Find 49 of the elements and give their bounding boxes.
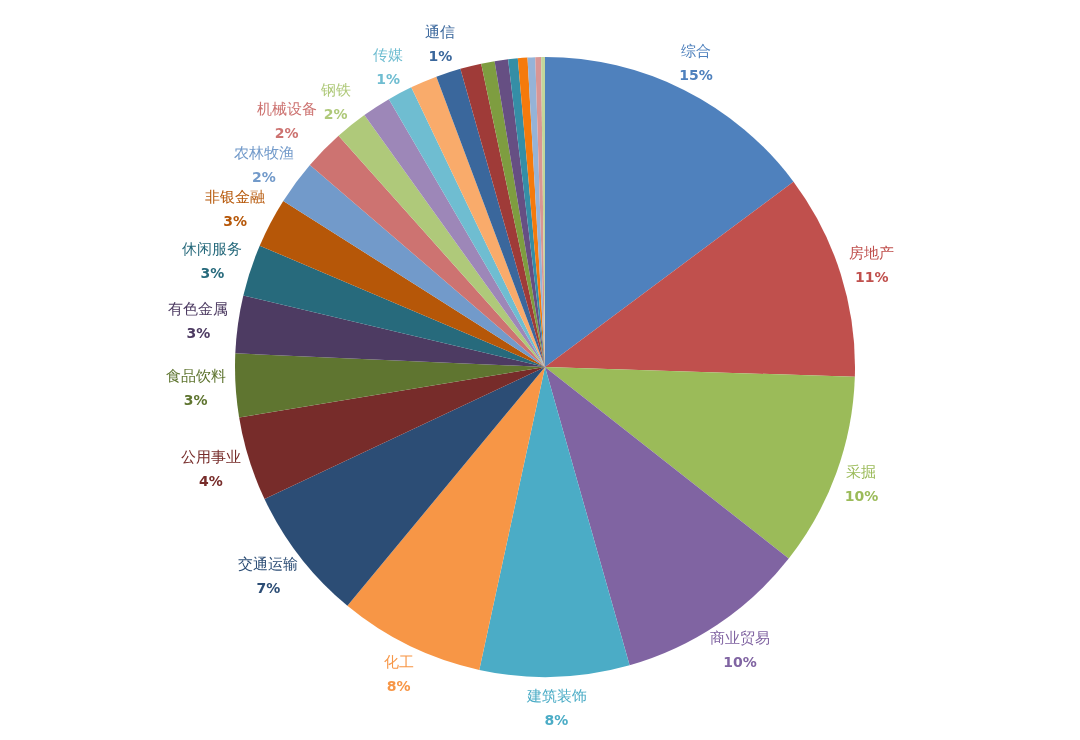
slice-label: 综合 xyxy=(681,42,711,61)
slice-label: 传媒 xyxy=(373,45,404,64)
pie-slice xyxy=(545,367,789,666)
pie-slice xyxy=(235,295,545,367)
pie-slice xyxy=(479,367,630,677)
pie-slice xyxy=(235,353,545,418)
slice-label: 非银金融 xyxy=(205,188,266,207)
slice-label: 农林牧渔 xyxy=(233,143,294,162)
data-label: 1% xyxy=(428,48,453,64)
data-label: 7% xyxy=(256,580,281,597)
slice-label: 食品饮料 xyxy=(165,366,226,385)
data-label: 15% xyxy=(679,67,713,84)
slice-label: 公用事业 xyxy=(180,447,241,466)
pie-slice xyxy=(481,61,545,367)
data-label: 8% xyxy=(386,677,411,694)
pie-slice xyxy=(364,99,545,367)
data-label: 3% xyxy=(200,265,225,282)
slice-label: 钢铁 xyxy=(319,80,351,99)
pie-slice xyxy=(545,57,794,367)
pie-slice xyxy=(494,59,545,367)
slice-label: 交通运输 xyxy=(238,555,299,574)
data-label: 4% xyxy=(198,472,223,489)
data-label: 2% xyxy=(323,105,348,122)
data-label: 11% xyxy=(854,269,889,286)
data-label: 10% xyxy=(844,487,879,504)
pie-slice xyxy=(283,164,545,367)
data-label: 3% xyxy=(186,324,211,341)
data-label: 1% xyxy=(376,70,401,87)
data-label: 3% xyxy=(223,213,248,230)
data-label: 2% xyxy=(251,168,276,185)
pie-slice xyxy=(239,367,545,499)
slice-label: 机械设备 xyxy=(256,99,317,118)
slice-label: 采掘 xyxy=(846,462,877,481)
data-label: 8% xyxy=(544,711,569,728)
data-label: 3% xyxy=(183,391,208,408)
slice-label: 通信 xyxy=(425,23,456,41)
data-label: 10% xyxy=(723,654,757,671)
slice-label: 有色金属 xyxy=(168,299,229,318)
pie-slice xyxy=(347,367,545,670)
pie-slice xyxy=(309,135,545,367)
pie-slice xyxy=(243,245,545,367)
slice-label: 化工 xyxy=(383,652,414,671)
data-label: 2% xyxy=(274,124,299,141)
pie-slice xyxy=(411,76,545,367)
pie-slice xyxy=(436,68,545,367)
slice-label: 房地产 xyxy=(849,244,895,263)
slice-label: 商业贸易 xyxy=(709,629,770,648)
slice-label: 休闲服务 xyxy=(182,240,243,259)
slice-label: 建筑装饰 xyxy=(525,686,587,705)
